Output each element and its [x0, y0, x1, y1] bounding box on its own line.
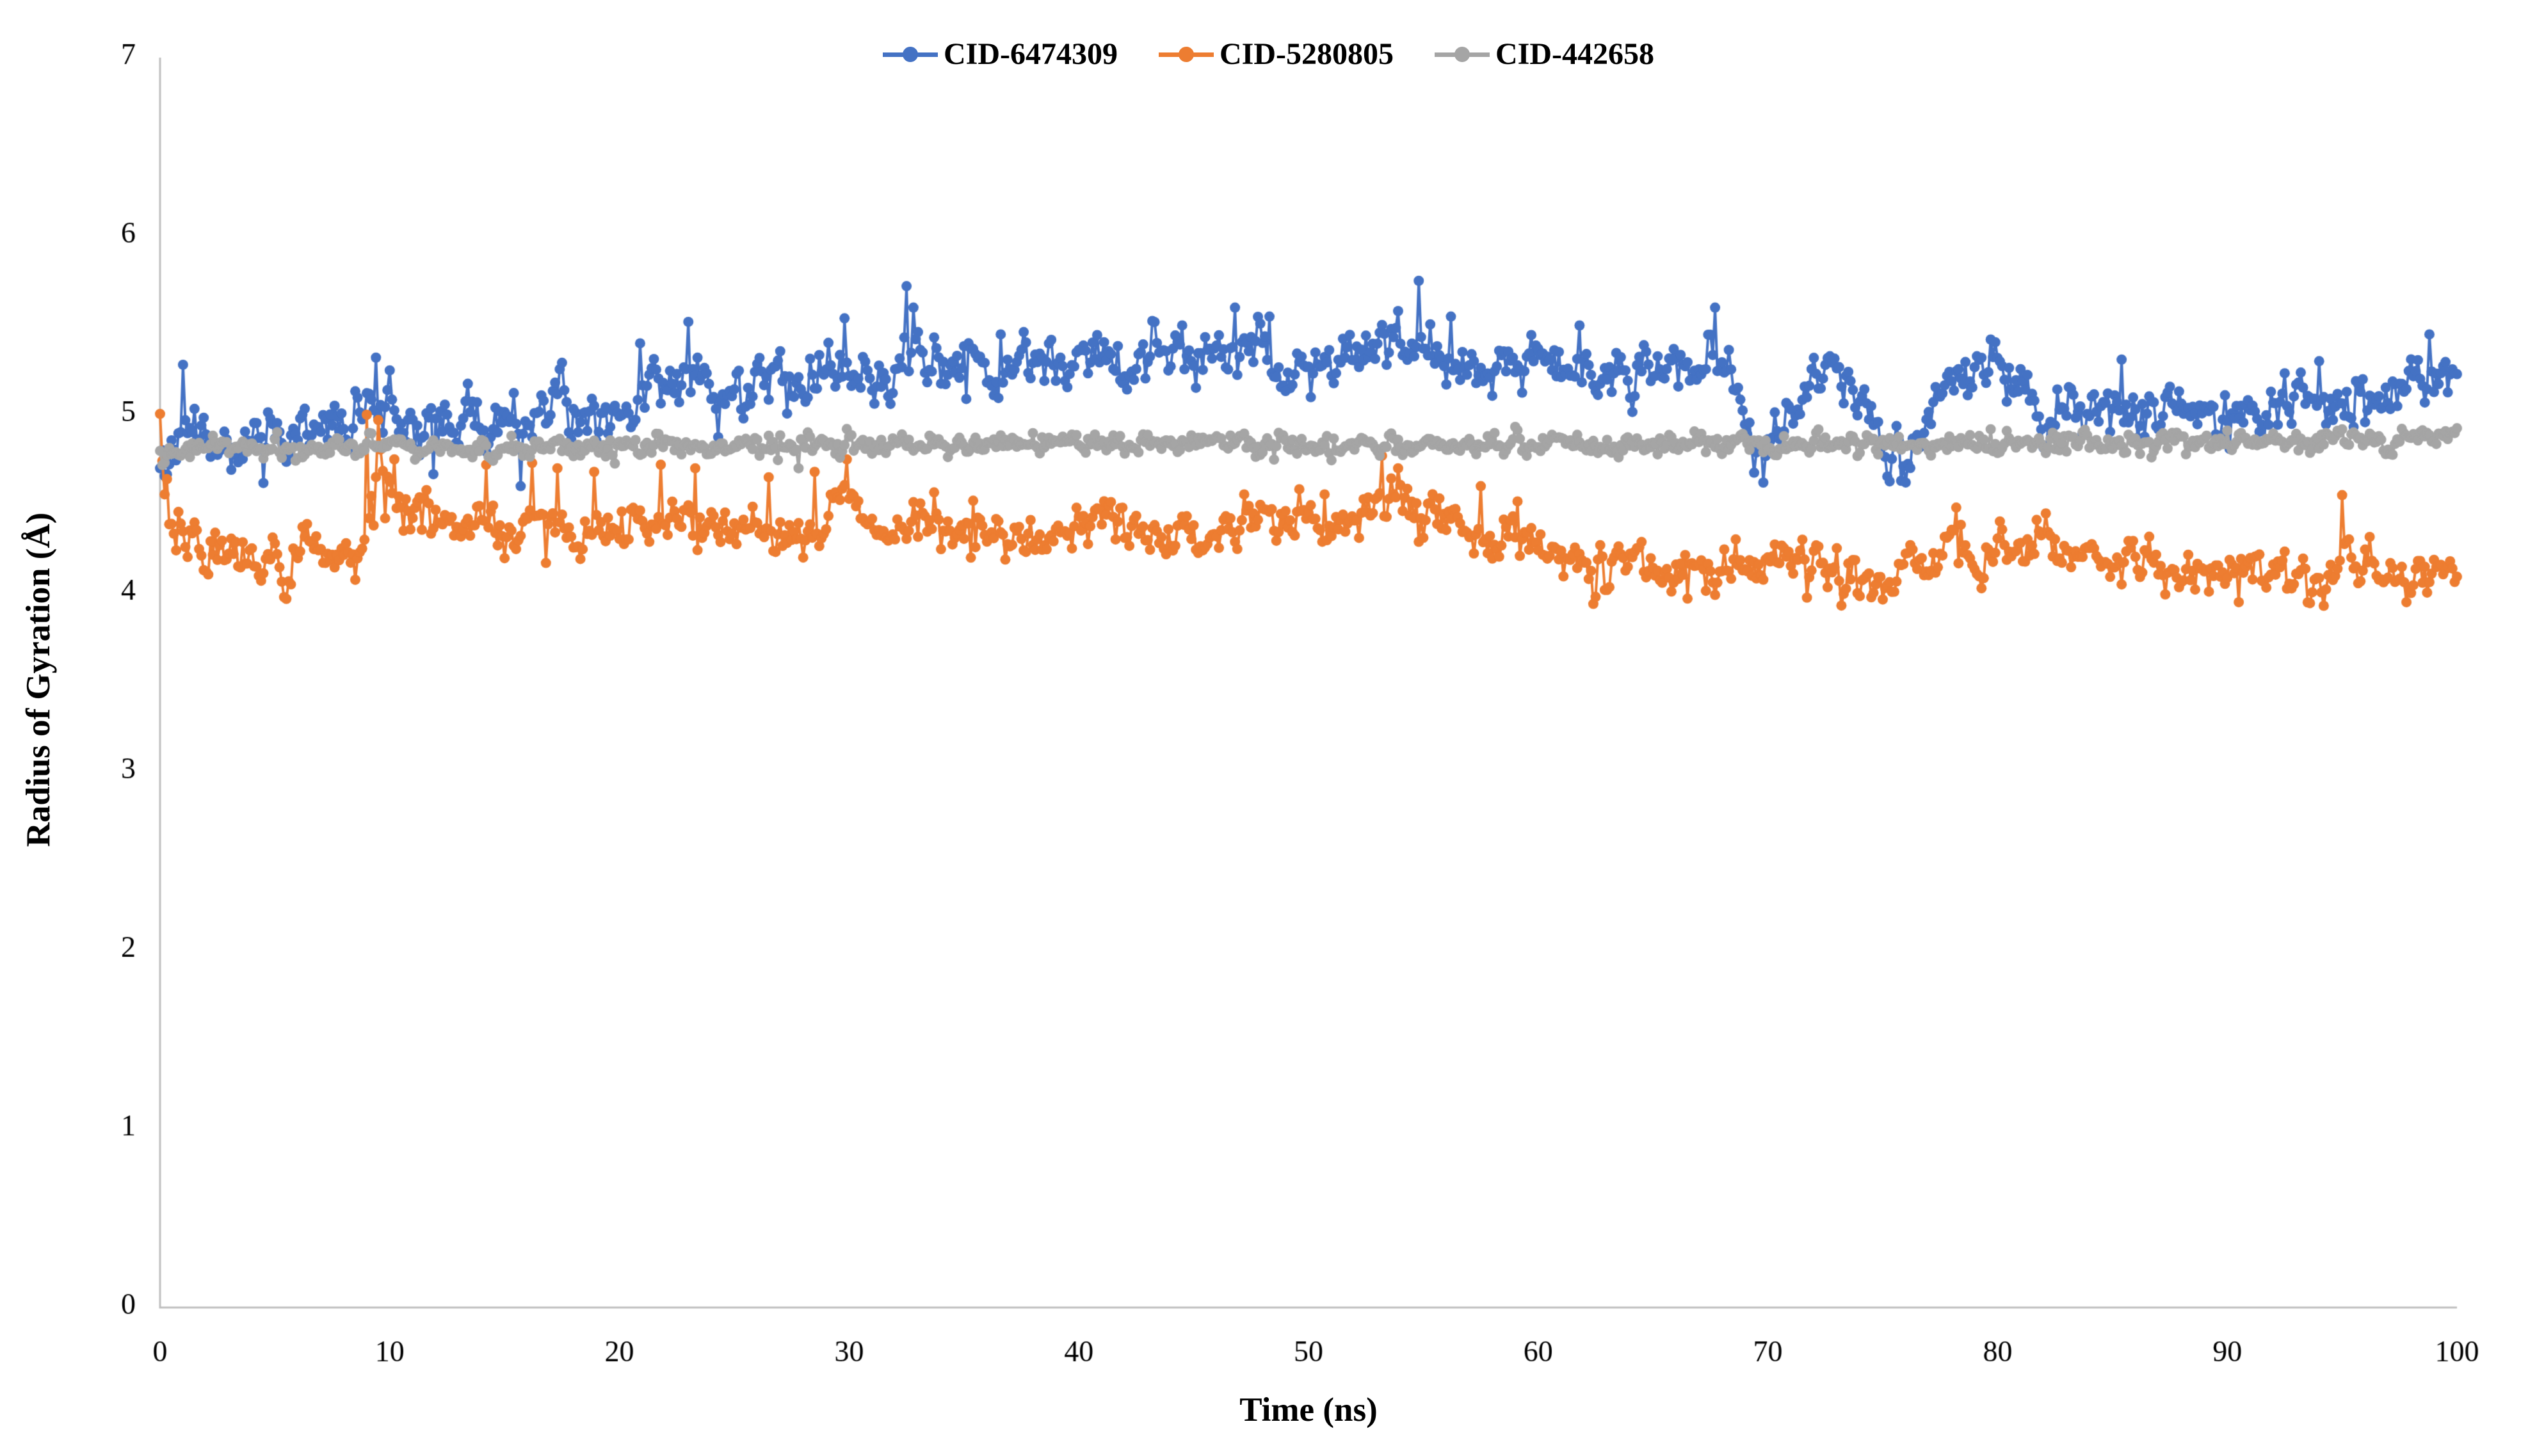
legend-item-cid-5280805[interactable]: CID-5280805	[1159, 36, 1394, 73]
legend-label: CID-6474309	[944, 37, 1118, 71]
series-line-marker-icon	[883, 46, 938, 63]
legend-dot-icon	[903, 47, 918, 62]
series-line-marker-icon	[1159, 46, 1214, 63]
legend-item-cid-6474309[interactable]: CID-6474309	[883, 36, 1118, 73]
y-axis-title: Radius of Gyration (Å)	[20, 512, 57, 847]
legend-item-cid-442658[interactable]: CID-442658	[1435, 36, 1654, 73]
x-axis-title: Time (ns)	[1239, 1391, 1378, 1428]
legend-label: CID-442658	[1495, 37, 1654, 71]
series-line-marker-icon	[1435, 46, 1490, 63]
legend-dot-icon	[1454, 47, 1470, 62]
legend-label: CID-5280805	[1220, 37, 1394, 71]
legend: CID-6474309 CID-5280805 CID-442658	[0, 36, 2537, 73]
legend-dot-icon	[1179, 47, 1194, 62]
